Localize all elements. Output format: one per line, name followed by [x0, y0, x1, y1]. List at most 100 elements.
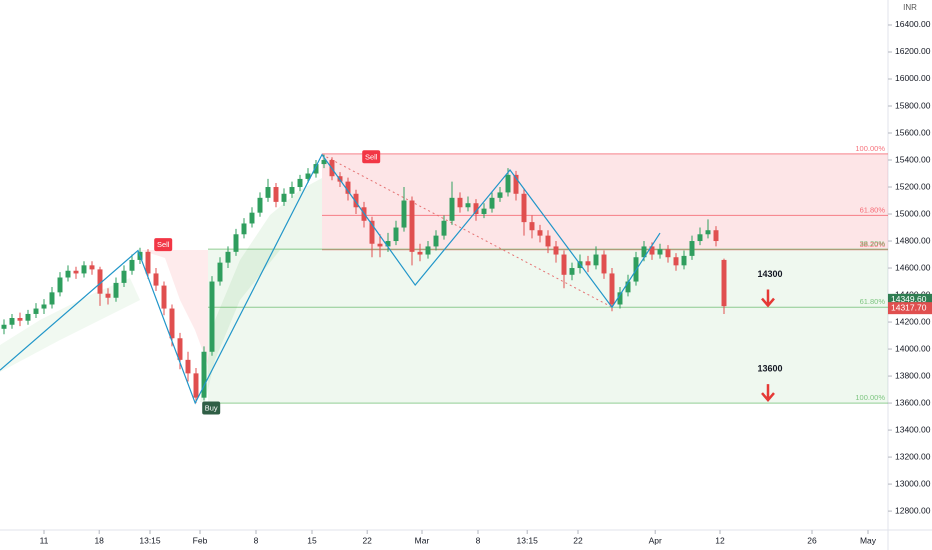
target-label: 14300	[757, 269, 782, 279]
candle-body	[17, 318, 23, 321]
candle-body	[553, 246, 559, 255]
candle-body	[65, 270, 71, 278]
candle-body	[113, 282, 119, 298]
candle-body	[41, 304, 47, 309]
candle-body	[529, 222, 535, 231]
candle-body	[89, 265, 95, 270]
trend-band	[0, 278, 140, 372]
candle-body	[25, 313, 31, 321]
candle-body	[217, 262, 223, 282]
fib-label: 61.80%	[860, 205, 886, 214]
y-tick-label: 15800.00	[895, 100, 931, 110]
candle-body	[545, 235, 551, 247]
fib-zone	[322, 153, 888, 250]
candle-body	[489, 197, 495, 209]
candle-body	[169, 308, 175, 339]
x-tick-label: May	[860, 535, 877, 545]
candle-body	[281, 193, 287, 202]
candle-body	[657, 249, 663, 255]
x-tick-label: 18	[94, 535, 104, 545]
last-price-tag	[888, 302, 932, 315]
candle-body	[305, 173, 311, 179]
candle-body	[641, 246, 647, 258]
candle-body	[193, 373, 199, 398]
candle-body	[497, 192, 503, 198]
candle-body	[465, 203, 471, 208]
candle-body	[241, 223, 247, 235]
target-arrow	[761, 384, 775, 402]
candle-body	[121, 270, 127, 283]
signal-label: Sell	[365, 152, 378, 161]
candle-body	[649, 246, 655, 255]
target-arrow	[761, 289, 775, 308]
x-tick-label: Feb	[193, 535, 208, 545]
candle-body	[425, 246, 431, 255]
last-price-label: 14349.60	[891, 294, 927, 304]
y-tick-label: 15600.00	[895, 127, 931, 137]
signal-badge	[202, 401, 221, 415]
y-tick-label: 14800.00	[895, 235, 931, 245]
fib-label: 100.00%	[855, 144, 885, 153]
candle-body	[185, 359, 191, 374]
candle-body	[401, 200, 407, 228]
candle-body	[441, 220, 447, 236]
candle-body	[601, 254, 607, 274]
candle-body	[49, 292, 55, 305]
candle-body	[721, 259, 727, 307]
x-tick-label: Mar	[415, 535, 430, 545]
candle-body	[385, 241, 391, 247]
last-price-label: 14317.70	[891, 302, 927, 312]
x-tick-label: 15	[307, 535, 317, 545]
y-tick-label: 16400.00	[895, 19, 931, 29]
candle-body	[153, 273, 159, 286]
signal-badge	[362, 150, 381, 164]
candle-body	[457, 197, 463, 208]
x-tick-label: 13:15	[139, 535, 161, 545]
candle-body	[57, 277, 63, 293]
y-tick-label: 13200.00	[895, 451, 931, 461]
trend-band	[200, 178, 322, 402]
y-tick-label: 15000.00	[895, 208, 931, 218]
trend-band	[140, 250, 208, 365]
candle-body	[345, 181, 351, 194]
candle-body	[289, 187, 295, 194]
y-tick-label: 16000.00	[895, 73, 931, 83]
candle-body	[561, 254, 567, 275]
y-tick-label: 16200.00	[895, 46, 931, 56]
fib-label: 38.20%	[860, 239, 886, 248]
y-tick-label: 13600.00	[895, 397, 931, 407]
x-tick-label: 22	[362, 535, 372, 545]
candle-body	[537, 230, 543, 236]
candle-body	[569, 268, 575, 275]
fib-zone	[208, 249, 888, 404]
candle-body	[97, 269, 103, 294]
unit-label: INR	[903, 3, 917, 12]
candle-body	[105, 293, 111, 298]
x-tick-label: Apr	[649, 535, 662, 545]
candle-body	[313, 164, 319, 174]
candle-body	[593, 254, 599, 266]
y-tick-label: 13000.00	[895, 478, 931, 488]
candle-body	[705, 230, 711, 235]
y-tick-label: 15200.00	[895, 181, 931, 191]
candle-body	[33, 308, 39, 314]
candle-body	[697, 234, 703, 242]
x-tick-label: 11	[40, 535, 49, 545]
candle-body	[417, 251, 423, 255]
fib-label: 38.20%	[860, 240, 886, 249]
candle-body	[225, 251, 231, 263]
y-tick-label: 14000.00	[895, 343, 931, 353]
x-tick-label: 13:15	[517, 535, 539, 545]
candle-body	[321, 160, 327, 165]
candle-body	[521, 193, 527, 223]
candle-body	[665, 249, 671, 258]
candle-body	[481, 208, 487, 215]
candle-body	[161, 285, 167, 309]
fib-label: 100.00%	[855, 393, 885, 402]
candle-body	[353, 193, 359, 208]
candle-body	[409, 200, 415, 252]
candle-body	[625, 281, 631, 293]
candle-body	[9, 318, 15, 325]
candle-body	[449, 197, 455, 221]
